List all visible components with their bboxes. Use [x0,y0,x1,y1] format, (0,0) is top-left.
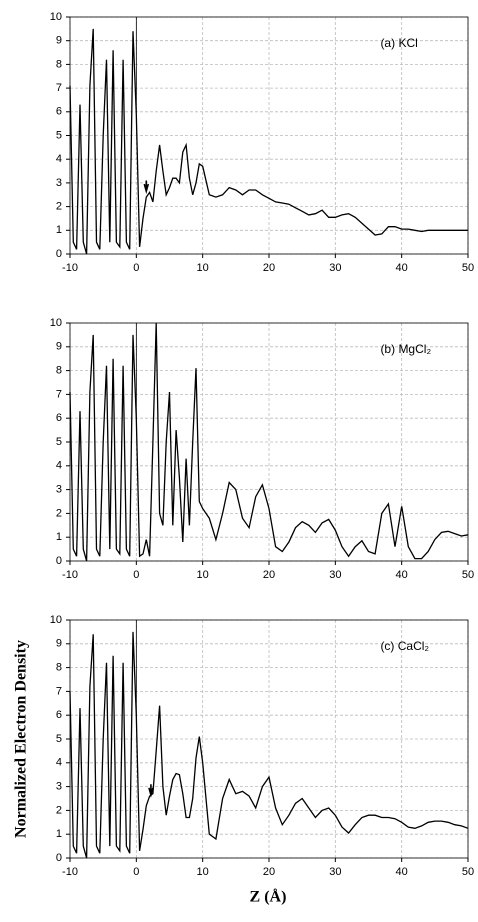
x-axis-label: Z (Å) [250,888,287,906]
x-tick-label: 0 [133,262,139,274]
x-tick-label: 30 [329,262,341,274]
density-line [69,322,469,562]
y-tick-label: 7 [56,388,62,400]
y-tick-label: 10 [50,11,62,23]
panel-label: (b) MgCl₂ [380,342,431,356]
y-tick-label: 9 [56,638,62,650]
y-tick-label: 1 [56,531,62,543]
y-tick-label: 9 [56,341,62,353]
x-tick-label: 0 [133,569,139,581]
y-tick-label: 9 [56,35,62,47]
y-tick-label: 1 [56,828,62,840]
arrow-marker [148,784,154,798]
y-tick-label: 4 [56,153,62,165]
y-tick-label: 8 [56,58,62,70]
x-tick-label: 10 [197,569,209,581]
y-tick-label: 6 [56,106,62,118]
plot-frame [69,619,469,859]
plot-frame [69,322,469,562]
x-tick-label: 10 [197,866,209,878]
y-tick-label: 10 [50,317,62,329]
x-tick-label: -10 [62,866,78,878]
x-tick-label: 10 [197,262,209,274]
x-tick-label: 50 [462,262,474,274]
x-tick-label: -10 [62,569,78,581]
y-tick-label: 2 [56,507,62,519]
x-tick-label: 40 [396,866,408,878]
x-tick-label: 0 [133,866,139,878]
panel-label: (a) KCl [380,36,417,50]
x-tick-label: 50 [462,866,474,878]
y-tick-label: 3 [56,781,62,793]
y-tick-label: 5 [56,436,62,448]
y-tick-label: 5 [56,129,62,141]
y-tick-label: 7 [56,82,62,94]
y-tick-label: 0 [56,555,62,567]
y-tick-label: 4 [56,460,62,472]
y-tick-label: 5 [56,733,62,745]
y-tick-label: 3 [56,484,62,496]
y-tick-label: 0 [56,248,62,260]
x-tick-label: 20 [263,262,275,274]
y-tick-label: 1 [56,224,62,236]
y-tick-label: 4 [56,757,62,769]
x-tick-label: 30 [329,569,341,581]
x-tick-label: 20 [263,866,275,878]
x-tick-label: 40 [396,262,408,274]
plot-frame [69,16,469,255]
y-tick-label: 3 [56,177,62,189]
y-tick-label: 8 [56,662,62,674]
y-tick-label: 2 [56,201,62,213]
y-tick-label: 6 [56,412,62,424]
arrow-marker [143,180,150,195]
density-line [69,631,469,859]
x-tick-label: 30 [329,866,341,878]
y-tick-label: 7 [56,685,62,697]
y-tick-label: 6 [56,709,62,721]
y-tick-label: 2 [56,804,62,816]
x-tick-label: -10 [62,262,78,274]
x-tick-label: 20 [263,569,275,581]
y-tick-label: 10 [50,614,62,626]
density-line [69,28,468,255]
y-tick-label: 0 [56,852,62,864]
x-tick-label: 40 [396,569,408,581]
y-axis-label: Normalized Electron Density [13,640,30,838]
panel-label: (c) CaCl₂ [380,639,429,653]
x-tick-label: 50 [462,569,474,581]
y-tick-label: 8 [56,365,62,377]
